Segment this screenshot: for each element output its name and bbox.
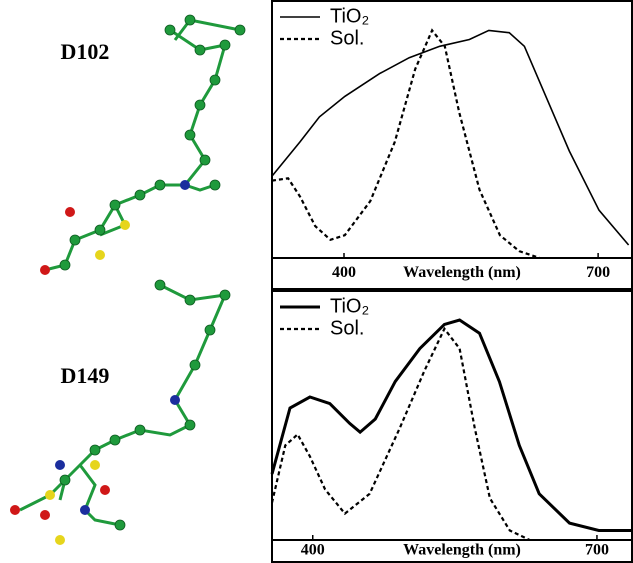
legend-label: TiO₂ xyxy=(330,5,369,27)
x-axis-label: Wavelength (nm) xyxy=(403,542,521,559)
panel-label: D102 xyxy=(61,39,110,64)
legend-label: Sol. xyxy=(330,317,364,339)
series-line xyxy=(272,30,540,258)
x-axis-label: Wavelength (nm) xyxy=(403,264,521,281)
panel-label: D149 xyxy=(61,363,110,388)
x-tick-label: 700 xyxy=(585,542,609,559)
series-line xyxy=(272,320,632,531)
figure: D102400700Wavelength (nm)TiO₂Sol.D149400… xyxy=(0,0,633,563)
x-tick-label: 400 xyxy=(332,264,356,281)
molecule-d149 xyxy=(10,280,230,545)
plot-frame xyxy=(272,291,632,562)
x-tick-label: 400 xyxy=(301,542,325,559)
legend-label: TiO₂ xyxy=(330,295,369,317)
legend-label: Sol. xyxy=(330,27,364,49)
x-tick-label: 700 xyxy=(586,264,610,281)
series-line xyxy=(272,30,629,245)
